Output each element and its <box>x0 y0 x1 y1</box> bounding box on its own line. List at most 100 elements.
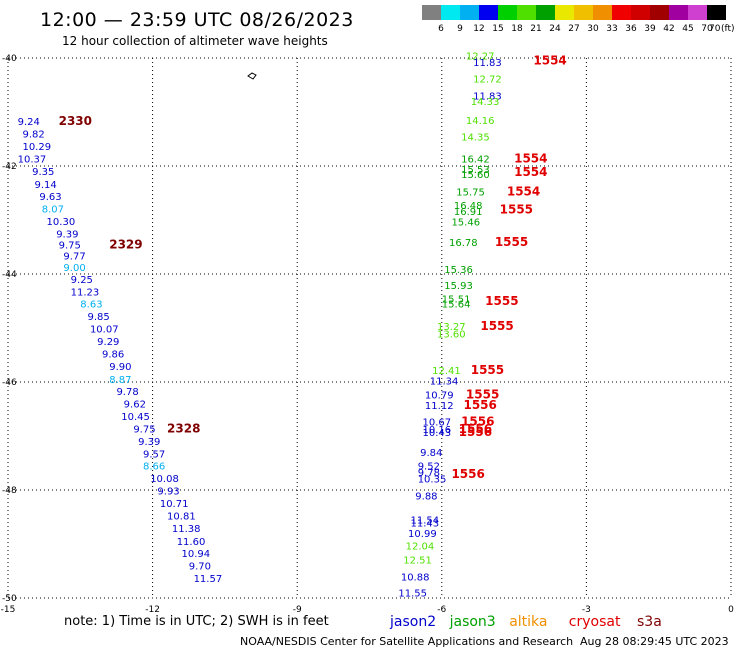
pass-time-label: 1554 <box>514 165 547 179</box>
wave-height-value: 12.41 <box>432 366 461 377</box>
color-scale-label: 36 <box>625 24 637 34</box>
satellite-label-cryosat: cryosat <box>569 614 621 630</box>
wave-height-value: 9.88 <box>415 491 437 502</box>
wave-height-value: 16.91 <box>454 207 483 218</box>
wave-height-value: 12.04 <box>406 542 435 553</box>
chart-grid <box>7 57 732 599</box>
wave-height-value: 11.12 <box>425 401 454 412</box>
satellite-label-jason3: jason3 <box>449 614 496 630</box>
color-scale-swatch <box>441 5 460 20</box>
wave-height-value: 11.83 <box>473 91 502 102</box>
wave-height-value: 9.75 <box>59 240 81 251</box>
wave-height-value: 9.25 <box>71 275 93 286</box>
wave-height-value: 16.42 <box>461 154 490 165</box>
wave-height-value: 9.93 <box>157 487 179 498</box>
y-tick-label: -50 <box>2 594 17 604</box>
color-scale-label: 42 <box>663 24 674 34</box>
wave-height-value: 11.34 <box>430 376 459 387</box>
wave-height-value: 11.60 <box>177 537 206 548</box>
pass-time-label: 1556 <box>459 422 492 436</box>
wave-height-value: 10.30 <box>47 217 76 228</box>
wave-height-value: 15.46 <box>451 218 480 229</box>
pass-time-label: 2328 <box>167 421 200 435</box>
color-scale-swatch <box>460 5 479 20</box>
color-scale-swatch <box>650 5 669 20</box>
wave-height-value: 9.82 <box>22 130 44 141</box>
wave-height-value: 13.60 <box>437 329 466 340</box>
color-scale-label: 12 <box>473 24 484 34</box>
y-tick-label: -40 <box>2 54 17 64</box>
color-scale-label: 6 <box>438 24 444 34</box>
pass-time-label: 2329 <box>109 237 142 251</box>
color-scale-label: 21 <box>530 24 541 34</box>
wave-height-value: 11.43 <box>410 518 439 529</box>
y-axis-ticks: -40 -42 -44 -46 -48 -50 <box>2 54 17 604</box>
color-scale-label: 30 <box>587 24 599 34</box>
wave-height-value: 16.78 <box>449 238 478 249</box>
color-scale-swatch <box>479 5 498 20</box>
wave-height-value: 9.52 <box>418 462 440 473</box>
wave-height-value: 15.75 <box>456 187 485 198</box>
wave-height-value: 14.16 <box>466 116 495 127</box>
pass-time-label: 1554 <box>514 151 547 165</box>
wave-height-value: 9.14 <box>35 180 57 191</box>
x-tick-label: -6 <box>437 605 446 615</box>
wave-height-value: 9.62 <box>124 400 146 411</box>
color-scale-label: 24 <box>549 24 561 34</box>
pass-time-label: 1556 <box>451 467 484 481</box>
x-tick-label: -9 <box>293 605 302 615</box>
color-scale-swatch <box>593 5 612 20</box>
pass-time-label: 1554 <box>533 54 566 68</box>
wave-height-value: 10.45 <box>121 412 150 423</box>
wave-height-value: 15.53 <box>461 165 490 176</box>
wave-height-value: 9.39 <box>138 437 160 448</box>
wave-height-value: 10.16 <box>423 425 452 436</box>
wave-height-value: 11.55 <box>398 589 427 600</box>
color-scale-label: 15 <box>492 24 503 34</box>
wave-height-value: 12.51 <box>403 556 432 567</box>
pass-time-label: 1556 <box>461 414 494 428</box>
wave-height-value: 9.90 <box>109 362 131 373</box>
footer-timestamp: Aug 28 08:29:45 UTC 2023 <box>580 635 729 648</box>
wave-height-value: 10.67 <box>423 417 452 428</box>
pass-time-labels: 2330232923281554155415541554155515551555… <box>59 54 567 481</box>
color-scale-label: 70 <box>709 24 721 34</box>
color-scale-swatch <box>707 5 726 20</box>
color-scale-label: 27 <box>568 24 579 34</box>
wave-height-value: 13.27 <box>437 322 466 333</box>
chart-subtitle: 12 hour collection of altimeter wave hei… <box>62 34 328 48</box>
color-scale-label: 70 <box>701 24 713 34</box>
wave-height-value: 16.48 <box>454 201 483 212</box>
wave-height-value: 15.60 <box>461 170 490 181</box>
wave-height-value: 12.72 <box>473 75 502 86</box>
wave-height-value: 8.66 <box>143 462 165 473</box>
wave-height-value: 9.85 <box>88 312 110 323</box>
color-scale-swatch <box>688 5 707 20</box>
wave-height-value: 9.78 <box>418 468 440 479</box>
wave-height-value: 10.81 <box>167 511 196 522</box>
wave-height-value: 9.84 <box>420 448 442 459</box>
chart-title: 12:00 — 23:59 UTC 08/26/2023 <box>40 9 354 31</box>
wave-height-value: 8.87 <box>109 375 131 386</box>
pass-time-label: 1555 <box>485 294 518 308</box>
wave-height-value: 9.77 <box>63 252 85 263</box>
wave-height-value: 10.94 <box>182 549 211 560</box>
wave-height-value: 14.35 <box>461 132 490 143</box>
satellite-label-s3a: s3a <box>637 614 662 630</box>
wave-height-value: 15.93 <box>444 281 473 292</box>
island-outline <box>247 72 257 80</box>
color-scale-swatch <box>422 5 441 20</box>
wave-height-value: 9.63 <box>39 192 61 203</box>
wave-height-value: 15.64 <box>442 300 471 311</box>
pass-time-label: 2330 <box>59 114 92 128</box>
wave-height-value: 11.57 <box>194 574 223 585</box>
pass-time-label: 1555 <box>466 387 499 401</box>
pass-time-label: 1555 <box>500 203 533 217</box>
pass-time-label: 1555 <box>480 319 513 333</box>
color-scale-swatch <box>536 5 555 20</box>
color-scale-label: 18 <box>511 24 523 34</box>
wave-height-value: 9.86 <box>102 349 124 360</box>
